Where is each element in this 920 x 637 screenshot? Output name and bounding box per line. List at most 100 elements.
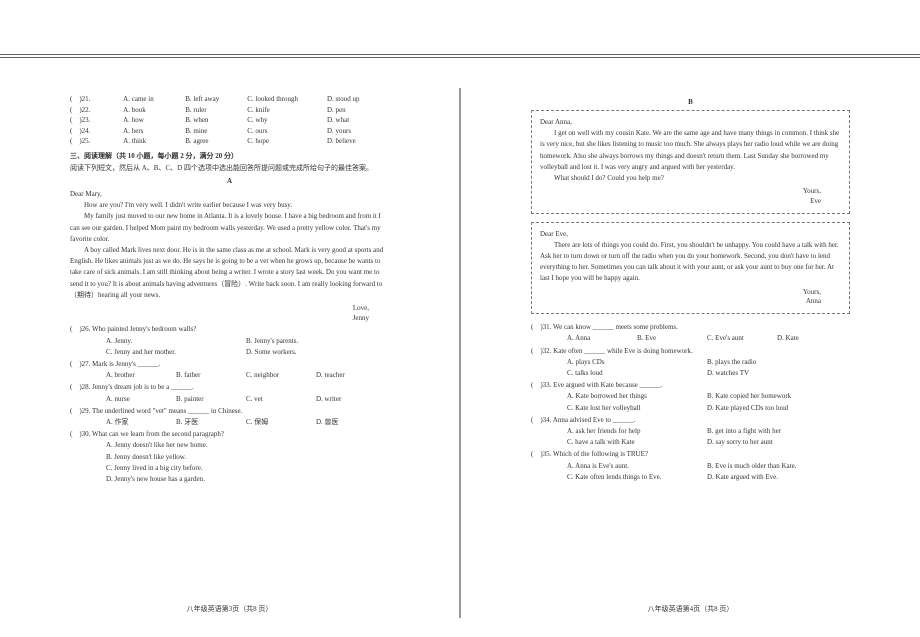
cloze-opt-a: A. how <box>123 115 185 126</box>
passage-b-letter-2: Dear Eve, There are lots of things you c… <box>531 222 850 315</box>
q-opt: C. Kate lost her volleyball <box>567 403 707 414</box>
cloze-block: ( )21. A. came in B. left away C. looked… <box>70 94 389 147</box>
cloze-opt-a: A. came in <box>123 94 185 105</box>
letter-sign-love: Love, <box>70 304 369 314</box>
cloze-opt-a: A. think <box>123 136 185 147</box>
letter-signoff: Yours, Anna <box>540 288 841 308</box>
q-opt: D. say sorry to her aunt <box>707 437 847 448</box>
cloze-opt-d: D. pen <box>327 105 389 116</box>
q-opt: C. have a talk with Kate <box>567 437 707 448</box>
cloze-num: ( )21. <box>70 94 123 105</box>
passage-a-letter: Dear Mary, How are you? I'm very well. I… <box>70 189 389 323</box>
cloze-opt-d: D. what <box>327 115 389 126</box>
letter-sign-yours: Yours, <box>540 187 821 197</box>
ruler-top-line-2 <box>0 57 920 58</box>
page-spread: ( )21. A. came in B. left away C. looked… <box>0 88 920 618</box>
letter-para: A boy called Mark lives next door. He is… <box>70 245 389 301</box>
letter-para: What should I do? Could you help me? <box>540 173 841 184</box>
q-opt: D. Kate <box>777 333 847 344</box>
letter-greeting: Dear Anna, <box>540 117 841 128</box>
q-opt: D. Some workers. <box>246 347 386 358</box>
q-opt: A. Kate borrowed her things <box>567 391 707 402</box>
questions-b: ( )31. We can know ______ meets some pro… <box>531 322 850 483</box>
question-text: ( )30. What can we learn from the second… <box>70 429 389 440</box>
section-instructions: 阅读下列短文，然后从 A、B、C、D 四个选项中选出能回答所提问题或完成所给句子… <box>70 163 389 174</box>
q-opt: A. Jenny doesn't like her new home. <box>106 440 389 451</box>
q-opt: B. get into a fight with her <box>707 426 847 437</box>
q-opt: D. Jenny's new house has a garden. <box>106 474 389 485</box>
q-opt: B. Eve <box>637 333 707 344</box>
question-text: ( )27. Mark is Jenny's ______. <box>70 359 389 370</box>
cloze-opt-b: B. agree <box>185 136 247 147</box>
question-text: ( )26. Who painted Jenny's bedroom walls… <box>70 324 389 335</box>
cloze-opt-d: D. believe <box>327 136 389 147</box>
page-right: B Dear Anna, I get on well with my cousi… <box>460 88 920 618</box>
letter-greeting: Dear Eve, <box>540 229 841 240</box>
letter-sign-yours: Yours, <box>540 288 821 298</box>
question-item: ( )31. We can know ______ meets some pro… <box>531 322 850 344</box>
cloze-opt-b: B. mine <box>185 126 247 137</box>
letter-sign-name: Anna <box>540 297 821 307</box>
cloze-opt-c: C. ours <box>247 126 327 137</box>
letter-para: My family just moved to our new home in … <box>70 211 389 245</box>
q-opt: B. Eve is much older than Kate. <box>707 461 847 472</box>
cloze-opt-a: A. hers <box>123 126 185 137</box>
q-opt: C. neighbor <box>246 370 316 381</box>
ruler-top-line <box>0 54 920 55</box>
cloze-opt-a: A. book <box>123 105 185 116</box>
q-opt: C. Eve's aunt <box>707 333 777 344</box>
q-opt: B. Jenny's parents. <box>246 336 386 347</box>
question-text: ( )28. Jenny's dream job is to be a ____… <box>70 382 389 393</box>
q-opt: B. father <box>176 370 246 381</box>
cloze-opt-c: C. hope <box>247 136 327 147</box>
cloze-row: ( )23. A. how B. when C. why D. what <box>70 115 389 126</box>
letter-signoff: Love, Jenny <box>70 304 389 324</box>
passage-b-letter-1: Dear Anna, I get on well with my cousin … <box>531 110 850 214</box>
q-opt: C. talks loud <box>567 368 707 379</box>
q-opt: D. teacher <box>316 370 386 381</box>
letter-para: There are lots of things you could do. F… <box>540 240 841 285</box>
section-title-reading: 三、阅读理解（共 10 小题，每小题 2 分，满分 20 分） <box>70 151 389 161</box>
question-item: ( )27. Mark is Jenny's ______. A. brothe… <box>70 359 389 381</box>
question-text: ( )34. Anna advised Eve to ______. <box>531 415 850 426</box>
cloze-row: ( )22. A. book B. ruler C. knife D. pen <box>70 105 389 116</box>
question-item: ( )34. Anna advised Eve to ______. A. as… <box>531 415 850 449</box>
q-opt: D. Kate played CDs too loud <box>707 403 847 414</box>
cloze-num: ( )25. <box>70 136 123 147</box>
q-opt: C. Jenny and her mother. <box>106 347 246 358</box>
q-opt: B. Jenny doesn't like yellow. <box>106 452 389 463</box>
q-opt: B. 牙医 <box>176 417 246 428</box>
q-opt: A. Jenny. <box>106 336 246 347</box>
cloze-opt-d: D. stood up <box>327 94 389 105</box>
passage-label-b: B <box>531 98 850 106</box>
question-item: ( )28. Jenny's dream job is to be a ____… <box>70 382 389 404</box>
letter-sign-name: Jenny <box>70 314 369 324</box>
q-opt: C. Kate often lends things to Eve. <box>567 472 707 483</box>
cloze-num: ( )23. <box>70 115 123 126</box>
q-opt: A. Anna is Eve's aunt. <box>567 461 707 472</box>
q-opt: C. 保姆 <box>246 417 316 428</box>
q-opt: B. painter <box>176 394 246 405</box>
q-opt: D. watches TV <box>707 368 847 379</box>
question-item: ( )33. Eve argued with Kate because ____… <box>531 380 850 414</box>
question-text: ( )33. Eve argued with Kate because ____… <box>531 380 850 391</box>
q-opt: C. vet <box>246 394 316 405</box>
cloze-row: ( )25. A. think B. agree C. hope D. beli… <box>70 136 389 147</box>
question-item: ( )29. The underlined word "vet" means _… <box>70 406 389 428</box>
cloze-opt-d: D. yours <box>327 126 389 137</box>
question-item: ( )26. Who painted Jenny's bedroom walls… <box>70 324 389 358</box>
q-opt: D. 兽医 <box>316 417 386 428</box>
cloze-num: ( )24. <box>70 126 123 137</box>
q-opt: B. plays the radio <box>707 357 847 368</box>
question-item: ( )32. Kate often ______ while Eve is do… <box>531 346 850 380</box>
q-opt: A. ask her friends for help <box>567 426 707 437</box>
cloze-opt-c: C. looked through <box>247 94 327 105</box>
q-opt: A. Anna <box>567 333 637 344</box>
q-opt: A. brother <box>106 370 176 381</box>
questions-a: ( )26. Who painted Jenny's bedroom walls… <box>70 324 389 485</box>
cloze-opt-c: C. why <box>247 115 327 126</box>
page-left: ( )21. A. came in B. left away C. looked… <box>0 88 460 618</box>
passage-label-a: A <box>70 177 389 185</box>
cloze-row: ( )21. A. came in B. left away C. looked… <box>70 94 389 105</box>
question-text: ( )29. The underlined word "vet" means _… <box>70 406 389 417</box>
